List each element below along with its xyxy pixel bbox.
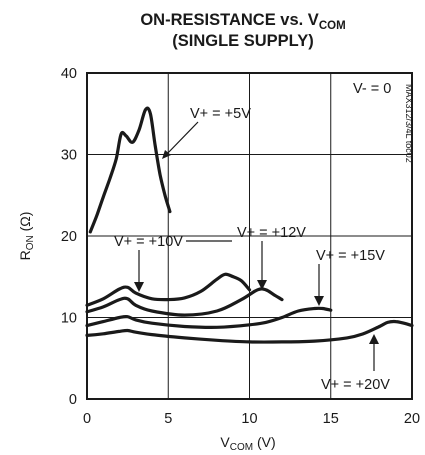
chart-title-text: ON-RESISTANCE vs. V	[140, 11, 318, 29]
series-label-5v: V+ = +5V	[190, 106, 251, 122]
chart-title-line-2: (SINGLE SUPPLY)	[172, 32, 314, 50]
y-tick-label: 20	[61, 229, 77, 245]
leader-5v	[165, 121, 199, 156]
chart-title-subscript: COM	[319, 20, 346, 32]
arrowhead-10v	[134, 282, 144, 292]
x-tick-label: 10	[241, 411, 257, 427]
series-label-12v: V+ = +12V	[237, 225, 306, 241]
y-axis-label-main: R	[17, 250, 33, 260]
x-axis-label: VCOM (V)	[220, 434, 275, 453]
y-axis-label-subscript: ON	[25, 235, 36, 250]
y-tick-label: 0	[69, 392, 77, 408]
y-tick-label: 30	[61, 148, 77, 164]
x-axis-label-main: V	[220, 434, 230, 450]
y-axis-label: RON (Ω)	[17, 212, 36, 261]
part-code-label: MAX312/3/4L toc02	[404, 84, 414, 163]
annotations: V- = 0 MAX312/3/4L toc02 V+ = +5V V+ = +…	[114, 81, 414, 393]
condition-label: V- = 0	[353, 81, 391, 97]
x-tick-label: 0	[83, 411, 91, 427]
y-tick-label: 40	[61, 66, 77, 82]
grid	[87, 73, 412, 399]
x-axis-label-unit: (V)	[253, 434, 276, 450]
x-tick-label: 5	[164, 411, 172, 427]
x-tick-label: 20	[404, 411, 420, 427]
chart-title-line-1: ON-RESISTANCE vs. VCOM	[140, 11, 345, 32]
series-line-5v	[88, 106, 172, 234]
arrowhead-15v	[314, 296, 324, 306]
arrowhead-5v	[162, 150, 171, 159]
series-line-20v	[85, 319, 414, 344]
arrowhead-12v	[257, 280, 267, 290]
series-line-10v	[85, 272, 252, 307]
series-label-15v: V+ = +15V	[316, 248, 385, 264]
series-line-12v	[85, 287, 284, 317]
x-axis-label-subscript: COM	[230, 442, 253, 453]
plot-frame	[86, 72, 413, 400]
series-group	[85, 106, 414, 344]
series-line-15v	[85, 306, 333, 329]
x-tick-label: 15	[323, 411, 339, 427]
series-label-10v: V+ = +10V	[114, 234, 183, 250]
arrowhead-20v	[369, 334, 379, 344]
series-label-20v: V+ = +20V	[321, 377, 390, 393]
tick-labels: 0 5 10 15 20 0 10 20 30 40	[61, 66, 420, 427]
y-axis-label-unit: (Ω)	[17, 212, 33, 236]
y-tick-label: 10	[61, 311, 77, 327]
